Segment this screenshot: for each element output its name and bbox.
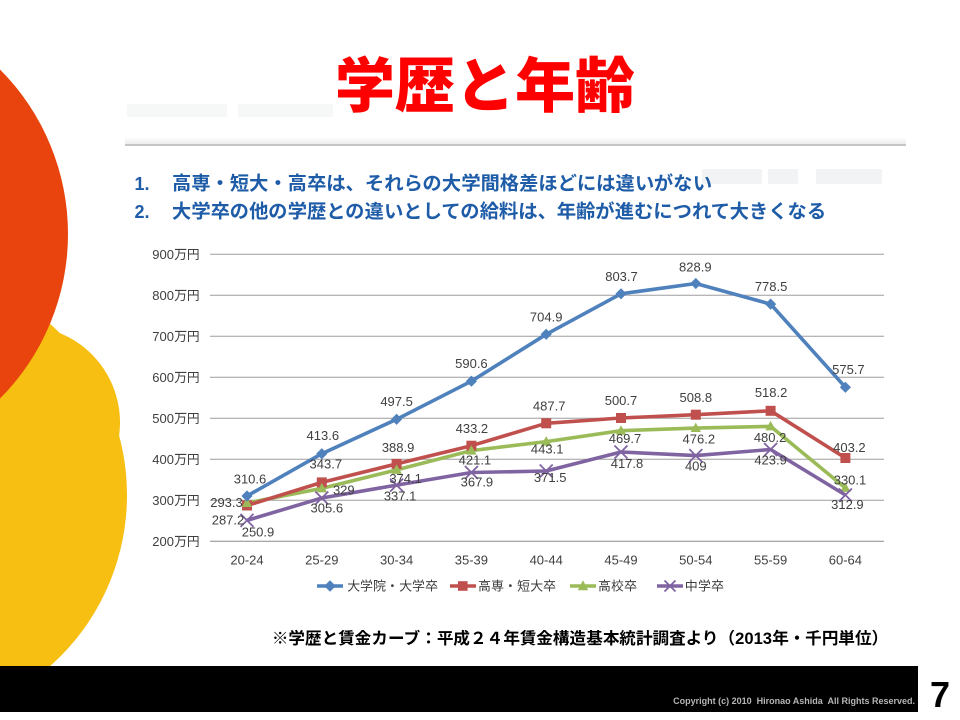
svg-text:409: 409: [685, 459, 707, 474]
svg-text:35-39: 35-39: [455, 553, 488, 568]
svg-text:343.7: 343.7: [310, 457, 343, 472]
svg-text:250.9: 250.9: [242, 525, 275, 540]
svg-text:600万円: 600万円: [152, 367, 200, 386]
svg-text:50-54: 50-54: [679, 553, 712, 568]
svg-text:476.2: 476.2: [683, 432, 716, 447]
svg-text:518.2: 518.2: [755, 385, 788, 400]
svg-text:60-64: 60-64: [829, 553, 862, 568]
svg-text:55-59: 55-59: [754, 553, 787, 568]
svg-text:287.2: 287.2: [212, 513, 245, 528]
svg-text:337.1: 337.1: [384, 489, 417, 504]
svg-text:421.1: 421.1: [459, 453, 492, 468]
svg-text:388.9: 388.9: [382, 440, 415, 455]
svg-text:高専・短大卒: 高専・短大卒: [478, 576, 556, 595]
svg-text:469.7: 469.7: [609, 431, 642, 446]
svg-text:310.6: 310.6: [234, 472, 267, 487]
svg-text:433.2: 433.2: [456, 421, 489, 436]
svg-text:200万円: 200万円: [152, 531, 200, 550]
svg-text:40-44: 40-44: [530, 553, 563, 568]
svg-text:413.6: 413.6: [307, 428, 340, 443]
svg-text:443.1: 443.1: [531, 442, 564, 457]
svg-text:508.8: 508.8: [680, 390, 713, 405]
svg-text:中学卒: 中学卒: [685, 576, 724, 595]
svg-text:700万円: 700万円: [152, 326, 200, 345]
svg-text:500万円: 500万円: [152, 408, 200, 427]
svg-text:575.7: 575.7: [832, 362, 865, 377]
svg-text:305.6: 305.6: [311, 501, 344, 516]
svg-text:329: 329: [333, 483, 355, 498]
svg-text:367.9: 367.9: [461, 475, 494, 490]
svg-text:778.5: 778.5: [755, 279, 788, 294]
svg-text:高校卒: 高校卒: [598, 576, 637, 595]
svg-text:417.8: 417.8: [611, 456, 644, 471]
svg-text:371.5: 371.5: [534, 470, 567, 485]
svg-text:400万円: 400万円: [152, 449, 200, 468]
svg-text:374.1: 374.1: [389, 471, 422, 486]
svg-text:704.9: 704.9: [530, 309, 563, 324]
svg-text:800万円: 800万円: [152, 285, 200, 304]
svg-text:大学院・大学卒: 大学院・大学卒: [347, 576, 438, 595]
svg-text:803.7: 803.7: [605, 269, 638, 284]
svg-text:487.7: 487.7: [533, 399, 566, 414]
svg-text:30-34: 30-34: [380, 553, 413, 568]
svg-text:25-29: 25-29: [305, 553, 338, 568]
svg-text:45-49: 45-49: [604, 553, 637, 568]
svg-text:480.2: 480.2: [754, 430, 787, 445]
svg-text:590.6: 590.6: [455, 356, 488, 371]
svg-text:293.3: 293.3: [210, 495, 243, 510]
svg-text:312.9: 312.9: [831, 497, 864, 512]
svg-text:300万円: 300万円: [152, 490, 200, 509]
svg-text:423.9: 423.9: [754, 453, 787, 468]
svg-text:828.9: 828.9: [679, 260, 712, 275]
svg-text:900万円: 900万円: [152, 244, 200, 263]
svg-text:20-24: 20-24: [230, 553, 263, 568]
svg-text:497.5: 497.5: [380, 394, 413, 409]
svg-text:500.7: 500.7: [605, 393, 638, 408]
svg-text:403.2: 403.2: [833, 440, 866, 455]
svg-text:330.1: 330.1: [834, 473, 867, 488]
